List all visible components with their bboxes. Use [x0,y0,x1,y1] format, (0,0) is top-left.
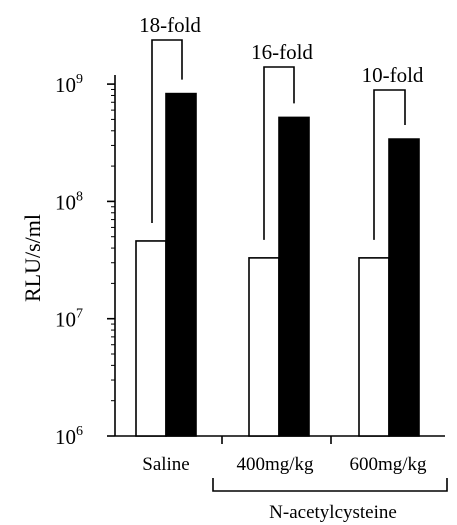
y-tick-label: 108 [55,189,83,214]
black-bar-3 [388,138,420,437]
y-tick-label: 107 [55,307,83,332]
y-tick-exponent: 9 [76,72,83,87]
group-bracket [212,478,448,492]
x-category-label-2: 400mg/kg [236,454,314,475]
y-tick-base: 10 [55,308,76,332]
y-tick-base: 10 [55,73,76,97]
black-bar-1 [165,92,197,437]
y-axis-title: RLU/s/ml [20,214,45,302]
y-tick-base: 10 [55,425,76,449]
group-label: N-acetylcysteine [269,502,397,523]
fold-label-2: 16-fold [251,40,313,64]
black-bar-2 [278,116,310,437]
fold-label-1: 18-fold [139,13,201,37]
white-bar-2 [248,257,280,437]
fold-bracket-2 [263,66,295,240]
y-tick-base: 10 [55,190,76,214]
y-tick-label: 106 [55,424,83,449]
x-category-label-3: 600mg/kg [349,454,427,475]
y-tick-exponent: 7 [76,307,83,322]
fold-label-3: 10-fold [362,63,424,87]
white-bar-3 [358,257,390,437]
white-bar-1 [135,240,167,437]
fold-bracket-1 [151,39,183,223]
y-tick-exponent: 6 [76,424,83,439]
y-tick-label: 109 [55,72,83,97]
y-tick-exponent: 8 [76,189,83,204]
fold-bracket-3 [373,89,406,240]
x-category-label-1: Saline [142,454,190,475]
